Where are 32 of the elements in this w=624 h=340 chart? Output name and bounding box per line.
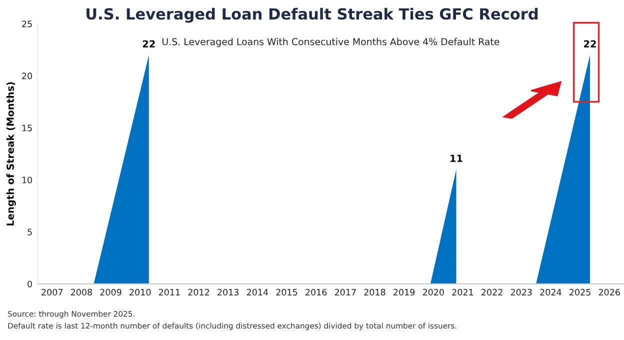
y-tick-label: 25 <box>22 20 32 28</box>
x-tick-label: 2017 <box>334 288 356 296</box>
y-tick-label: 0 <box>28 280 32 288</box>
y-tick-label: 20 <box>22 72 32 80</box>
x-tick-label: 2007 <box>42 288 62 296</box>
x-tick-label: 2025 <box>570 288 590 296</box>
x-tick-label: 2026 <box>598 288 620 296</box>
chart-title: U.S. Leveraged Loan Default Streak Ties GFC Record <box>86 8 538 23</box>
x-tick-label: 2012 <box>188 288 209 296</box>
text: U.S. Leveraged Loans With Consecutive Months Above 4% Default Rate <box>162 38 500 48</box>
x-tick-label: 2024 <box>540 288 562 296</box>
x-tick-label: 2011 <box>158 288 180 296</box>
y-tick-label: 10 <box>22 176 32 184</box>
x-tick-label: 2019 <box>394 288 415 296</box>
x-tick-label: 2021 <box>452 288 474 296</box>
x-tick-label: 2016 <box>306 288 327 296</box>
y-tick-label: 5 <box>28 228 32 236</box>
x-tick-label: 2009 <box>100 288 122 296</box>
x-tick-label: 2014 <box>246 288 268 296</box>
y-axis-title: Length of Streak (Months) <box>6 82 16 226</box>
annotation: 11 <box>450 154 462 162</box>
x-tick-label: 2023 <box>510 288 532 296</box>
annotation: 22 <box>584 40 596 48</box>
x-tick-label: 2013 <box>218 288 239 296</box>
x-tick-label: 2015 <box>276 288 298 296</box>
x-tick-label: 2010 <box>130 288 151 296</box>
x-tick-label: 2020 <box>422 288 444 296</box>
x-tick-label: 2022 <box>482 288 502 296</box>
x-tick-label: 2018 <box>364 288 386 296</box>
y-tick-label: 15 <box>22 124 32 132</box>
annotation: 22 <box>142 40 155 48</box>
x-tick-label: 2008 <box>70 288 92 296</box>
